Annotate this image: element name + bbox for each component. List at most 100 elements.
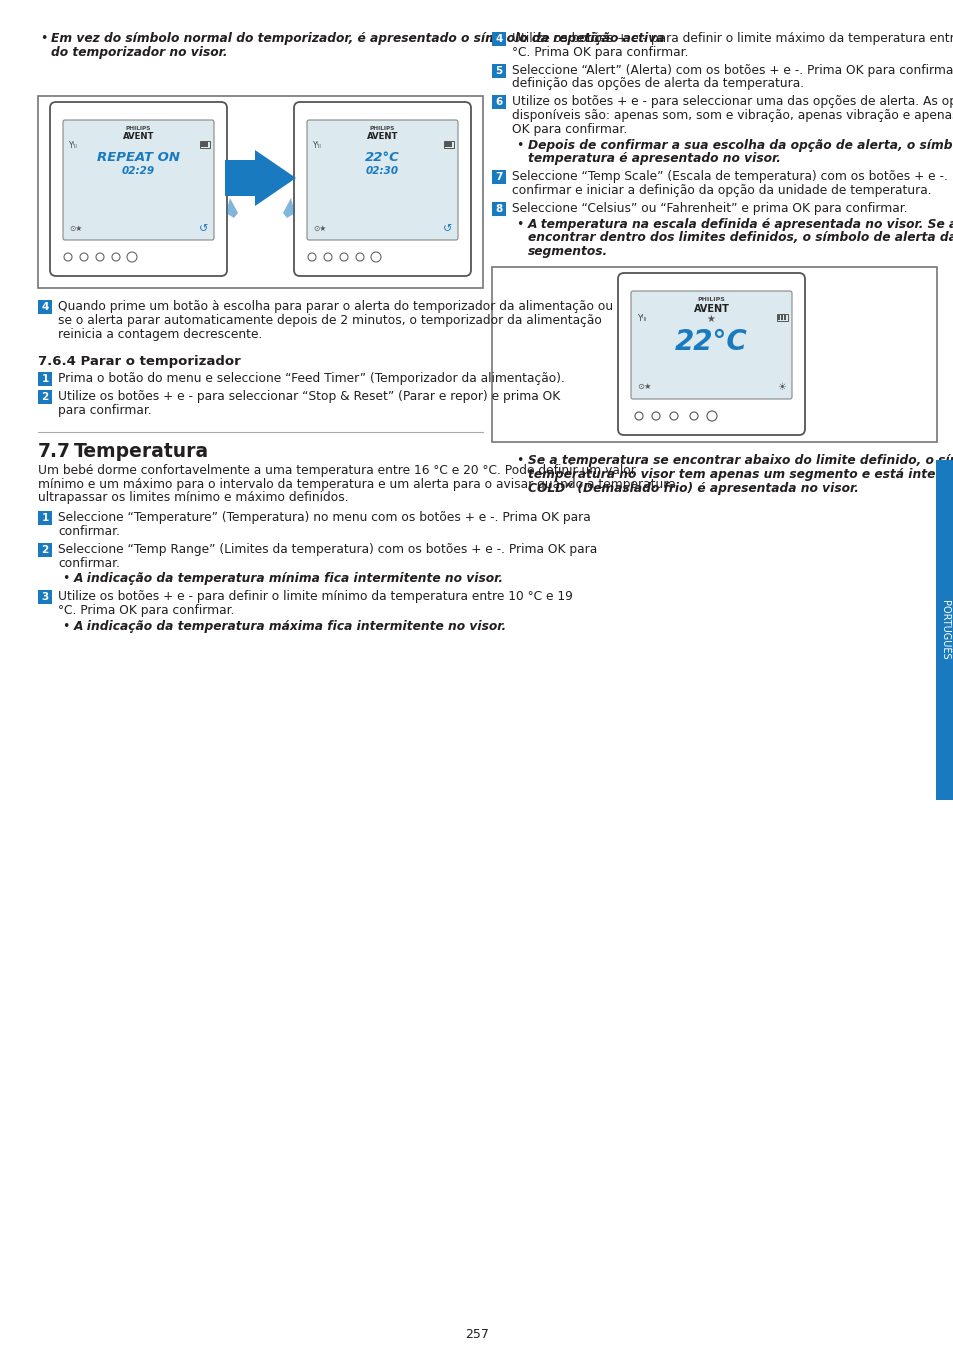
Text: reinicia a contagem decrescente.: reinicia a contagem decrescente.	[58, 328, 262, 340]
Bar	[203, 142, 206, 147]
Bar	[492, 63, 505, 77]
Bar	[206, 142, 208, 147]
Text: PHILIPS: PHILIPS	[697, 297, 724, 302]
Bar	[38, 96, 482, 288]
Bar	[38, 390, 52, 404]
Bar	[38, 543, 52, 556]
Text: °C. Prima OK para confirmar.: °C. Prima OK para confirmar.	[58, 603, 234, 617]
Bar	[200, 140, 210, 148]
Text: Yᴵₗₗ: Yᴵₗₗ	[69, 140, 77, 150]
Text: Utilize os botões + e - para seleccionar “Stop & Reset” (Parar e repor) e prima : Utilize os botões + e - para seleccionar…	[58, 390, 559, 404]
Text: AVENT: AVENT	[123, 132, 154, 140]
Text: 1: 1	[41, 374, 49, 385]
Text: mínimo e um máximo para o intervalo da temperatura e um alerta para o avisar qua: mínimo e um máximo para o intervalo da t…	[38, 478, 675, 490]
Text: temperatura é apresentado no visor.: temperatura é apresentado no visor.	[527, 153, 781, 166]
Text: 5: 5	[495, 66, 502, 76]
Text: para confirmar.: para confirmar.	[58, 404, 152, 417]
Text: Seleccione “Temp Range” (Limites da temperatura) com os botões + e -. Prima OK p: Seleccione “Temp Range” (Limites da temp…	[58, 543, 597, 556]
Text: Em vez do símbolo normal do temporizador, é apresentado o símbolo da repetição a: Em vez do símbolo normal do temporizador…	[51, 32, 664, 45]
Text: 8: 8	[495, 204, 502, 213]
Bar	[492, 201, 505, 216]
Polygon shape	[225, 150, 295, 207]
Text: 7: 7	[495, 173, 502, 182]
Text: 22°C: 22°C	[365, 151, 399, 163]
FancyBboxPatch shape	[63, 120, 213, 240]
Text: A indicação da temperatura mínima fica intermitente no visor.: A indicação da temperatura mínima fica i…	[74, 572, 503, 586]
Bar	[776, 315, 787, 321]
Text: 6: 6	[495, 97, 502, 107]
Text: segmentos.: segmentos.	[527, 246, 607, 258]
Text: 3: 3	[41, 593, 49, 602]
Text: Seleccione “Temperature” (Temperatura) no menu com os botões + e -. Prima OK par: Seleccione “Temperature” (Temperatura) n…	[58, 512, 590, 524]
Text: •: •	[40, 32, 48, 45]
Text: Seleccione “Celsius” ou “Fahrenheit” e prima OK para confirmar.: Seleccione “Celsius” ou “Fahrenheit” e p…	[512, 201, 906, 215]
Bar	[935, 460, 953, 801]
Text: PORTUGUÊS: PORTUGUÊS	[939, 601, 949, 660]
Text: 1: 1	[41, 513, 49, 524]
Bar	[492, 170, 505, 184]
Text: Seleccione “Alert” (Alerta) com os botões + e -. Prima OK para confirmar e inici: Seleccione “Alert” (Alerta) com os botõe…	[512, 63, 953, 77]
Text: A indicação da temperatura máxima fica intermitente no visor.: A indicação da temperatura máxima fica i…	[74, 620, 507, 633]
Text: •: •	[62, 620, 70, 633]
Text: 02:29: 02:29	[122, 166, 155, 176]
FancyBboxPatch shape	[50, 103, 227, 275]
FancyBboxPatch shape	[618, 273, 804, 435]
Text: •: •	[516, 139, 523, 151]
Text: ⊙★: ⊙★	[637, 382, 651, 391]
Text: confirmar e iniciar a definição da opção da unidade de temperatura.: confirmar e iniciar a definição da opção…	[512, 184, 931, 197]
Text: Yᴵₗₗ: Yᴵₗₗ	[637, 315, 645, 323]
Text: 4: 4	[495, 34, 502, 45]
Text: confirmar.: confirmar.	[58, 556, 120, 570]
Bar	[201, 142, 203, 147]
Bar	[38, 373, 52, 386]
Text: 2: 2	[41, 393, 49, 402]
Bar	[38, 590, 52, 605]
Text: disponíveis são: apenas som, som e vibração, apenas vibração e apenas indicação.: disponíveis são: apenas som, som e vibra…	[512, 109, 953, 122]
Text: Um bebé dorme confortavelmente a uma temperatura entre 16 °C e 20 °C. Pode defin: Um bebé dorme confortavelmente a uma tem…	[38, 464, 636, 477]
Bar	[492, 32, 505, 46]
Text: ☀: ☀	[777, 382, 785, 391]
Text: °C. Prima OK para confirmar.: °C. Prima OK para confirmar.	[512, 46, 688, 59]
Text: Utilize os botões + e - para seleccionar uma das opções de alerta. As opções: Utilize os botões + e - para seleccionar…	[512, 96, 953, 108]
Polygon shape	[283, 198, 294, 217]
Text: •: •	[62, 572, 70, 586]
Text: encontrar dentro dos limites definidos, o símbolo de alerta da temperatura tem d: encontrar dentro dos limites definidos, …	[527, 231, 953, 244]
FancyBboxPatch shape	[630, 292, 791, 400]
Bar	[492, 267, 936, 441]
Bar	[444, 142, 447, 147]
Text: PHILIPS: PHILIPS	[126, 126, 151, 131]
Text: Prima o botão do menu e seleccione “Feed Timer” (Temporizador da alimentação).: Prima o botão do menu e seleccione “Feed…	[58, 373, 564, 385]
Text: Temperatura: Temperatura	[74, 441, 209, 460]
FancyBboxPatch shape	[307, 120, 457, 240]
Text: definição das opções de alerta da temperatura.: definição das opções de alerta da temper…	[512, 77, 803, 90]
Text: Se a temperatura se encontrar abaixo do limite definido, o símbolo de alerta da: Se a temperatura se encontrar abaixo do …	[527, 454, 953, 467]
Text: AVENT: AVENT	[693, 304, 729, 315]
Text: ⊙★: ⊙★	[313, 224, 326, 234]
Text: 22°C: 22°C	[675, 328, 747, 356]
Bar	[443, 140, 454, 148]
Text: Depois de confirmar a sua escolha da opção de alerta, o símbolo de alerta da: Depois de confirmar a sua escolha da opç…	[527, 139, 953, 151]
Bar	[783, 315, 785, 320]
FancyBboxPatch shape	[294, 103, 471, 275]
Text: •: •	[516, 217, 523, 231]
Text: confirmar.: confirmar.	[58, 525, 120, 539]
Text: REPEAT ON: REPEAT ON	[97, 151, 180, 163]
Text: 257: 257	[464, 1328, 489, 1341]
Text: OK para confirmar.: OK para confirmar.	[512, 123, 626, 136]
Text: Utilize os botões + e - para definir o limite máximo da temperatura entre 22 °C : Utilize os botões + e - para definir o l…	[512, 32, 953, 45]
Bar	[450, 142, 452, 147]
Text: •: •	[516, 454, 523, 467]
Text: Quando prime um botão à escolha para parar o alerta do temporizador da alimentaç: Quando prime um botão à escolha para par…	[58, 300, 613, 313]
Text: ultrapassar os limites mínimo e máximo definidos.: ultrapassar os limites mínimo e máximo d…	[38, 491, 348, 505]
Bar	[38, 512, 52, 525]
Text: do temporizador no visor.: do temporizador no visor.	[51, 46, 227, 59]
Text: 4: 4	[41, 302, 49, 312]
Bar	[447, 142, 449, 147]
Text: PHILIPS: PHILIPS	[370, 126, 395, 131]
Text: Yᴵₗₗ: Yᴵₗₗ	[313, 140, 321, 150]
Text: COLD” (Demasiado frio) é apresentada no visor.: COLD” (Demasiado frio) é apresentada no …	[527, 482, 858, 494]
Text: 02:30: 02:30	[366, 166, 398, 176]
Bar	[38, 300, 52, 315]
Bar	[492, 96, 505, 109]
Text: Seleccione “Temp Scale” (Escala de temperatura) com os botões + e -. Prima OK pa: Seleccione “Temp Scale” (Escala de tempe…	[512, 170, 953, 184]
